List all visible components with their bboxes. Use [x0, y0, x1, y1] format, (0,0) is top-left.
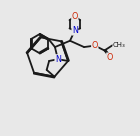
- Text: N: N: [55, 55, 61, 64]
- Text: O: O: [72, 12, 78, 21]
- Text: O: O: [92, 41, 98, 50]
- Text: N: N: [72, 26, 78, 35]
- Text: CH₃: CH₃: [113, 42, 125, 48]
- Text: O: O: [107, 53, 113, 62]
